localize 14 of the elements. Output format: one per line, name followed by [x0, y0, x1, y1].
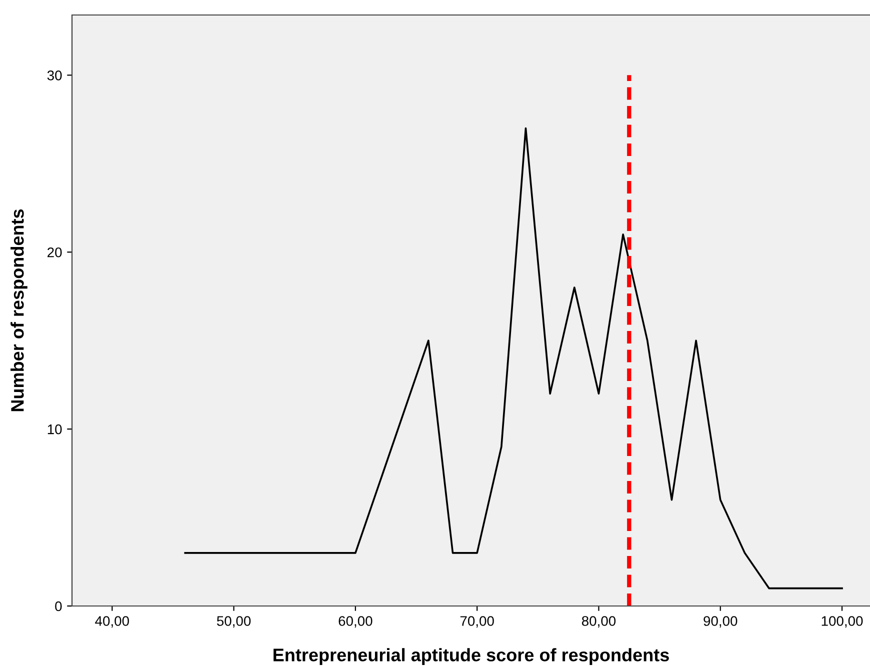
y-axis-title: Number of respondents: [10, 209, 28, 412]
x-tick-label: 40,00: [95, 616, 129, 628]
x-axis-title: Entrepreneurial aptitude score of respondents: [274, 648, 669, 665]
y-tick-label: 0: [55, 601, 62, 612]
y-tick-label: 10: [48, 424, 62, 434]
x-tick-label: 80,00: [582, 616, 616, 628]
x-tick-label: 70,00: [460, 616, 494, 628]
x-tick-label: 60,00: [338, 616, 372, 628]
line-series: [184, 127, 843, 590]
x-tick-label: 100,00: [822, 616, 863, 628]
y-tick-label: 30: [47, 70, 62, 80]
x-tick-label: 50,00: [216, 616, 251, 628]
y-tick-label: 20: [48, 247, 62, 258]
x-tick-label: 90,00: [704, 616, 738, 628]
